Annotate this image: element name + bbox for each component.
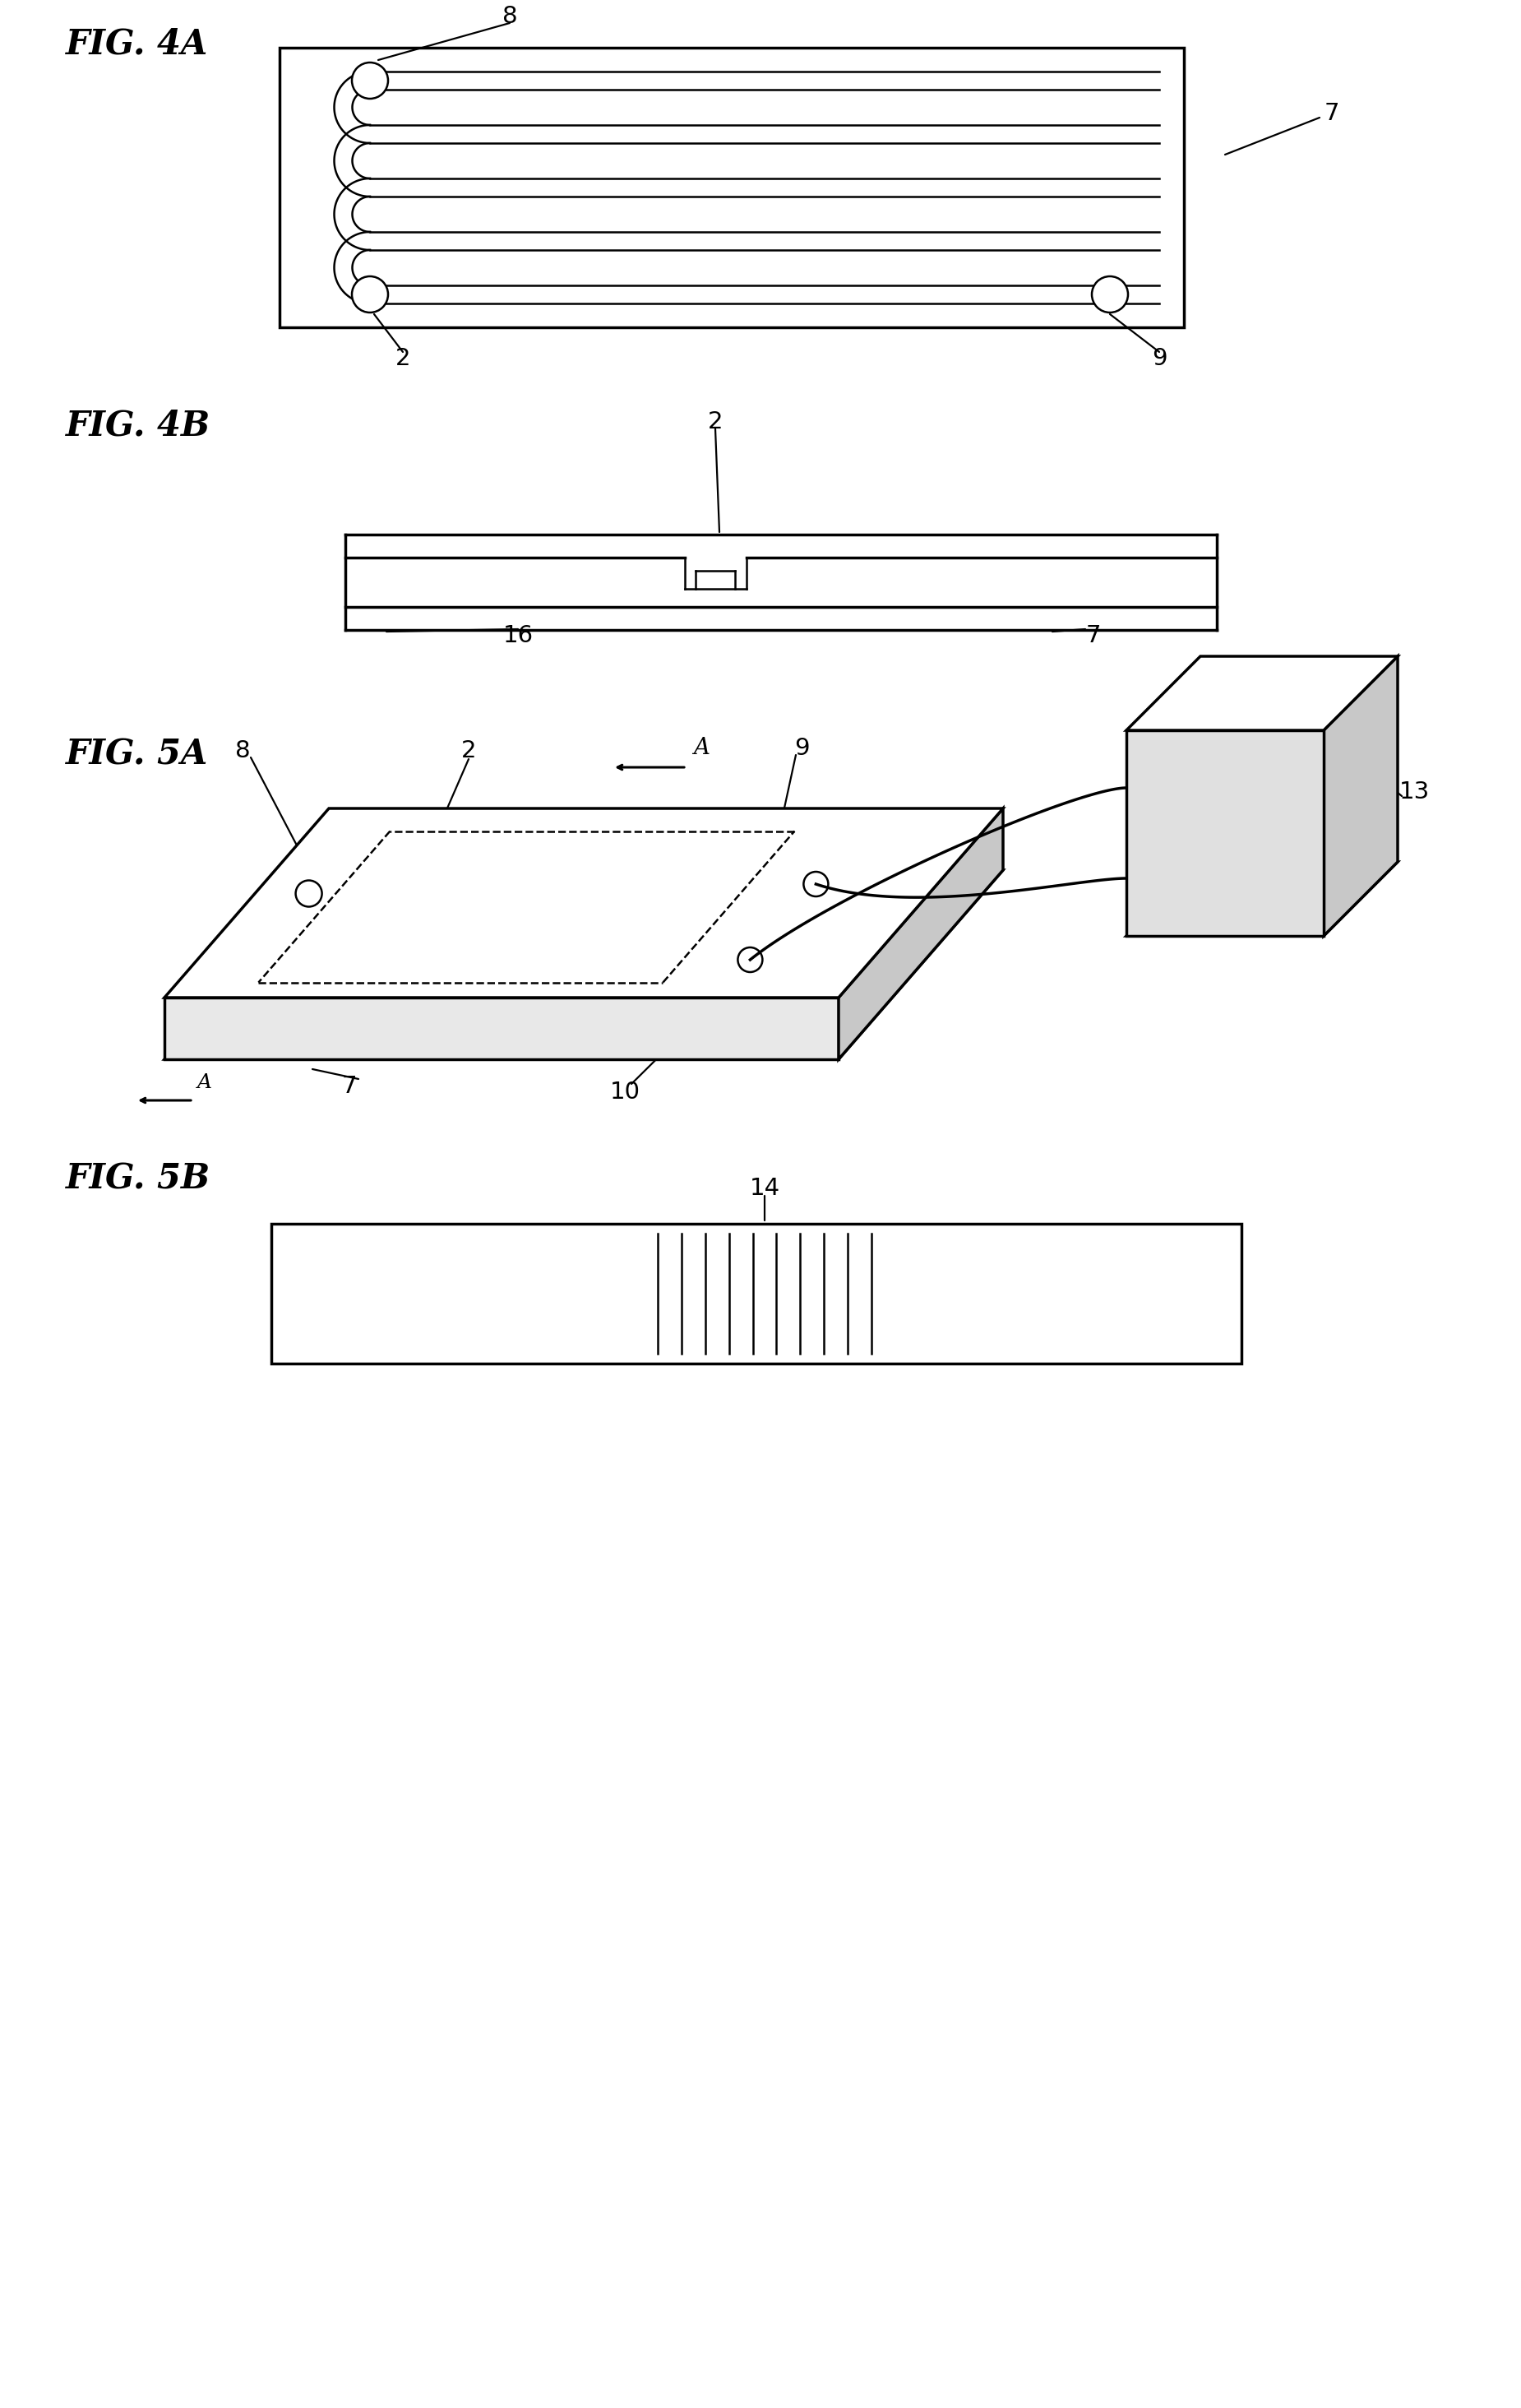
Bar (280, 48, 1183, 327)
Circle shape (738, 946, 762, 973)
Text: A: A (198, 1074, 211, 1093)
Circle shape (351, 63, 388, 99)
Polygon shape (164, 869, 1002, 1060)
Text: 13: 13 (1399, 780, 1430, 804)
Text: 7: 7 (1325, 101, 1340, 125)
Text: A: A (694, 737, 709, 759)
Circle shape (803, 872, 829, 896)
Text: 2: 2 (461, 739, 476, 763)
Polygon shape (1127, 657, 1398, 730)
Text: FIG. 4A: FIG. 4A (65, 26, 208, 60)
Polygon shape (1127, 862, 1398, 937)
Text: 8: 8 (502, 5, 517, 29)
Polygon shape (164, 997, 838, 1060)
Text: FIG. 4B: FIG. 4B (65, 409, 210, 443)
Text: 7: 7 (1086, 624, 1101, 648)
Text: 8: 8 (234, 739, 249, 763)
Polygon shape (1323, 657, 1398, 937)
Bar (271, 1223, 1241, 1363)
Text: FIG. 5A: FIG. 5A (65, 737, 208, 773)
Polygon shape (838, 809, 1002, 1060)
Text: 10: 10 (610, 1081, 640, 1103)
Text: 2: 2 (707, 409, 722, 433)
Text: 16: 16 (503, 624, 534, 648)
Text: 7: 7 (342, 1074, 357, 1098)
Text: 9: 9 (1151, 347, 1167, 371)
Text: 2: 2 (395, 347, 411, 371)
Polygon shape (1127, 730, 1323, 937)
Text: FIG. 5B: FIG. 5B (65, 1161, 210, 1197)
Text: 9: 9 (794, 737, 809, 761)
Polygon shape (164, 809, 1002, 997)
Circle shape (351, 277, 388, 313)
Text: 14: 14 (750, 1178, 780, 1199)
Circle shape (1092, 277, 1129, 313)
Circle shape (295, 881, 322, 908)
